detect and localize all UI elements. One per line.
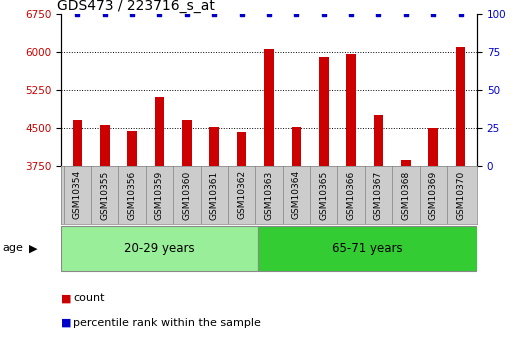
Text: 20-29 years: 20-29 years (124, 242, 195, 255)
Point (210, 11, 218, 17)
Bar (155, 97, 164, 345)
Bar (374, 115, 383, 345)
Point (347, 11, 355, 17)
Point (183, 11, 191, 17)
FancyBboxPatch shape (61, 226, 258, 270)
Bar (237, 132, 246, 345)
Text: GSM10369: GSM10369 (429, 170, 438, 219)
Text: GSM10370: GSM10370 (456, 170, 465, 219)
Text: percentile rank within the sample: percentile rank within the sample (73, 318, 261, 327)
Point (374, 11, 383, 17)
Text: GSM10363: GSM10363 (264, 170, 273, 219)
Point (237, 11, 246, 17)
Text: GSM10359: GSM10359 (155, 170, 164, 219)
Bar (264, 49, 274, 345)
Text: GSM10368: GSM10368 (401, 170, 410, 219)
Point (73, 11, 82, 17)
Point (429, 11, 437, 17)
Text: GSM10366: GSM10366 (347, 170, 356, 219)
Point (320, 11, 328, 17)
Point (292, 11, 301, 17)
Point (456, 11, 465, 17)
Bar (209, 127, 219, 345)
Bar (456, 47, 465, 345)
Bar (182, 120, 192, 345)
Text: GSM10365: GSM10365 (319, 170, 328, 219)
Bar (346, 54, 356, 345)
Text: ■: ■ (61, 318, 72, 327)
Point (402, 11, 410, 17)
Bar (73, 120, 82, 345)
Text: GSM10354: GSM10354 (73, 170, 82, 219)
Text: GSM10355: GSM10355 (100, 170, 109, 219)
Bar (100, 125, 110, 345)
Text: GDS473 / 223716_s_at: GDS473 / 223716_s_at (57, 0, 215, 13)
Bar (401, 159, 411, 345)
Text: 65-71 years: 65-71 years (332, 242, 403, 255)
Bar (428, 128, 438, 345)
Point (155, 11, 164, 17)
Point (128, 11, 136, 17)
Point (101, 11, 109, 17)
Text: GSM10361: GSM10361 (210, 170, 219, 219)
Bar (292, 127, 301, 345)
Text: GSM10364: GSM10364 (292, 170, 301, 219)
Point (265, 11, 273, 17)
Text: GSM10356: GSM10356 (128, 170, 137, 219)
Text: GSM10362: GSM10362 (237, 170, 246, 219)
Bar (127, 131, 137, 345)
Text: ■: ■ (61, 294, 72, 303)
Text: GSM10360: GSM10360 (182, 170, 191, 219)
Text: count: count (73, 294, 104, 303)
Text: age: age (3, 244, 23, 253)
Text: GSM10367: GSM10367 (374, 170, 383, 219)
Bar (319, 57, 329, 345)
FancyBboxPatch shape (258, 226, 477, 270)
Text: ▶: ▶ (29, 244, 38, 253)
